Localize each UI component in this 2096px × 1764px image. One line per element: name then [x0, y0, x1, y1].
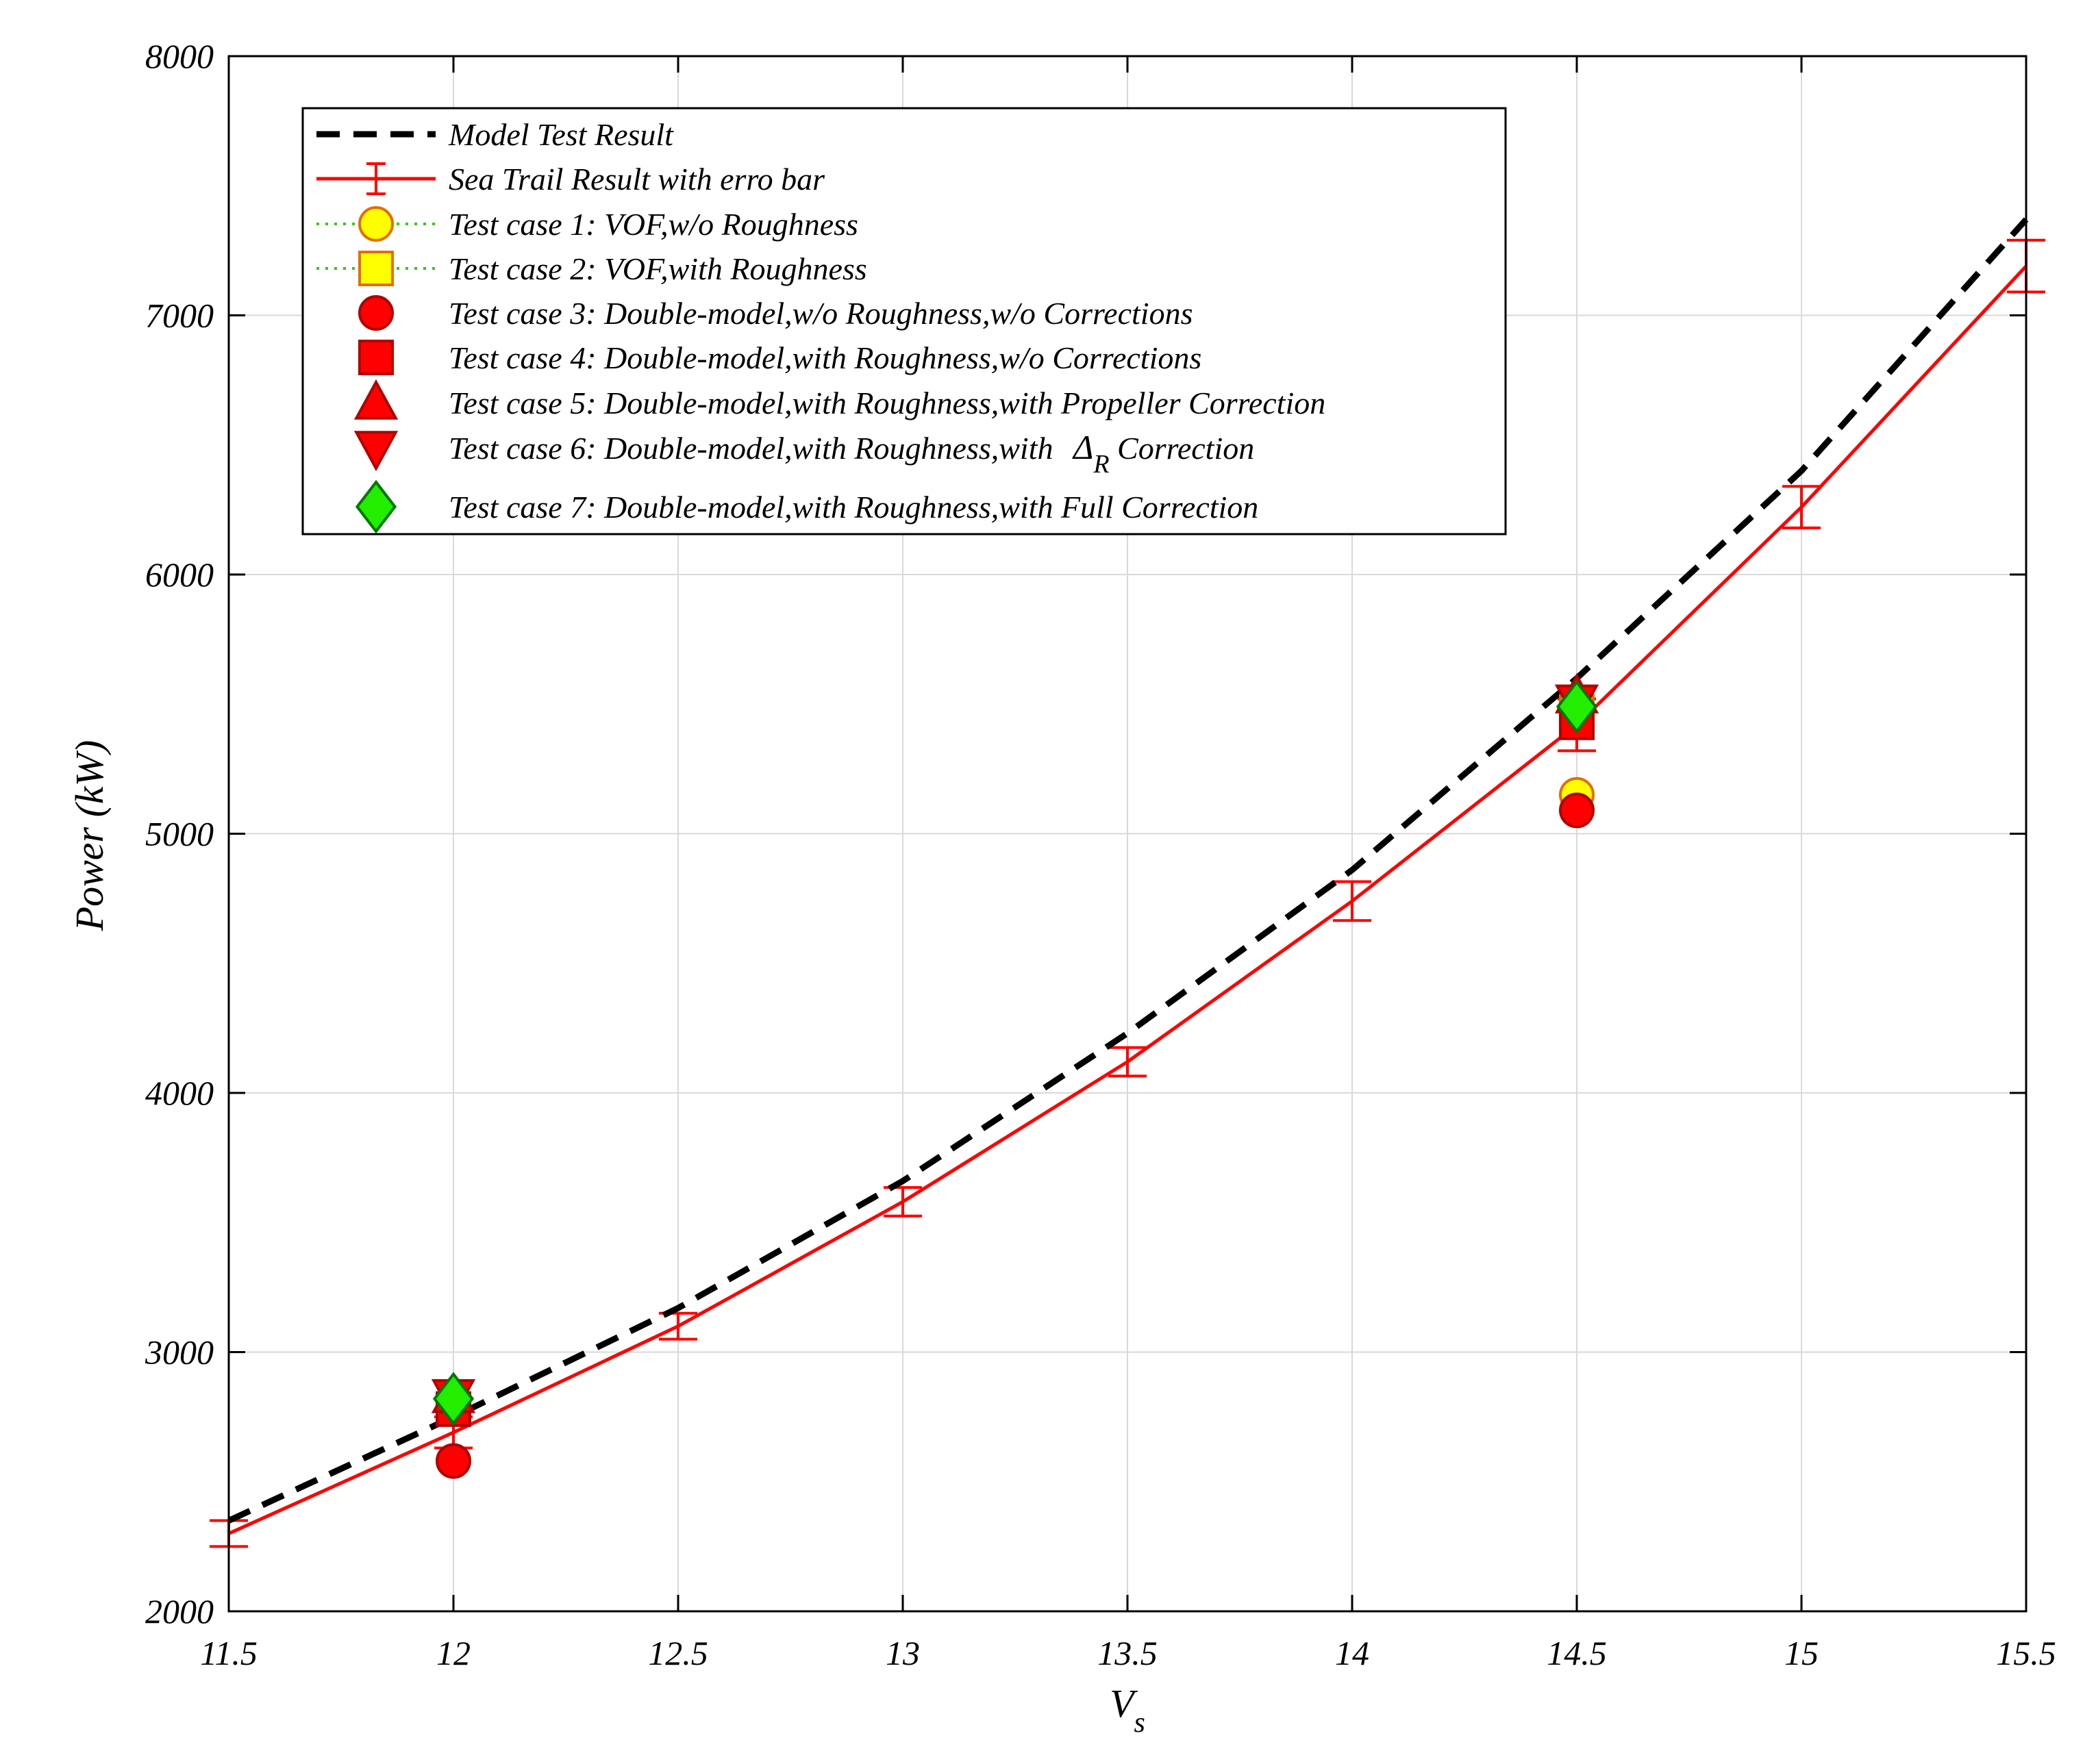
- legend-entry-5: Test case 4: Double-model,with Roughness…: [358, 340, 1201, 375]
- legend-label: Test case 3: Double-model,w/o Roughness,…: [449, 296, 1193, 331]
- x-tick-label: 12.5: [648, 1634, 708, 1672]
- y-tick-label: 6000: [145, 555, 214, 594]
- legend-label-text: Test case 6: Double-model,with Roughness…: [449, 431, 1061, 466]
- legend-label: Test case 4: Double-model,with Roughness…: [449, 340, 1201, 375]
- legend-label: Test case 7: Double-model,with Roughness…: [449, 490, 1258, 525]
- legend-label-text: Test case 1: VOF,w/o Roughness: [449, 207, 858, 242]
- legend-label-text: Test case 7: Double-model,with Roughness…: [449, 490, 1258, 525]
- test-case-3-marker: [436, 1443, 471, 1479]
- legend-label-text: Sea Trail Result with erro bar: [449, 162, 825, 197]
- x-tick-label: 11.5: [200, 1634, 258, 1672]
- y-tick-label: 3000: [145, 1333, 214, 1372]
- legend-box: [301, 107, 1507, 536]
- legend-entries: Model Test Result Sea Trail Result with e…: [316, 117, 1325, 534]
- legend-marker-triangle-up: [353, 379, 399, 420]
- x-tick-label: 15: [1784, 1634, 1819, 1672]
- legend-label: Sea Trail Result with erro bar: [449, 162, 825, 197]
- legend-delta-subscript: R: [1093, 450, 1109, 479]
- legend-label-text: Model Test Result: [448, 117, 674, 152]
- y-tick-label: 7000: [145, 297, 214, 335]
- legend-label: Test case 1: VOF,w/o Roughness: [449, 207, 858, 242]
- legend-marker-circle: [358, 206, 394, 242]
- legend-label: Model Test Result: [448, 117, 674, 152]
- legend: Model Test Result Sea Trail Result with e…: [301, 107, 1507, 536]
- series-layer: [210, 217, 2045, 1548]
- y-tick-label: 8000: [145, 37, 214, 75]
- error-bar: [1782, 485, 1821, 529]
- x-axis-label-subscript: s: [1134, 1707, 1145, 1739]
- legend-entry-6: Test case 5: Double-model,with Roughness…: [353, 379, 1325, 420]
- legend-label-text: Test case 5: Double-model,with Roughness…: [449, 386, 1325, 420]
- test-case-3-marker: [1559, 792, 1595, 829]
- legend-marker-circle: [358, 295, 394, 331]
- legend-label-text: Test case 2: VOF,with Roughness: [449, 251, 867, 286]
- x-tick-label: 14: [1335, 1634, 1369, 1672]
- x-tick-label: 14.5: [1547, 1634, 1607, 1672]
- legend-label: Test case 2: VOF,with Roughness: [449, 251, 867, 286]
- y-tick-label: 4000: [145, 1074, 214, 1112]
- legend-entry-0: Model Test Result: [316, 117, 674, 152]
- tick-labels: 11.5 12 12.5 13 13.5 14 14.5 15 15.5 2000 3000 4000…: [145, 37, 2056, 1672]
- x-tick-label: 13: [886, 1634, 920, 1672]
- test-case-7-marker: [1556, 679, 1598, 734]
- x-axis-label-main: V: [1110, 1681, 1138, 1726]
- legend-marker-triangle-down: [353, 431, 399, 472]
- legend-label-text: Test case 4: Double-model,with Roughness…: [449, 340, 1201, 375]
- legend-label: Test case 5: Double-model,with Roughness…: [449, 386, 1325, 420]
- legend-label-suffix: Correction: [1110, 431, 1255, 466]
- y-axis-label: Power (kW): [67, 740, 112, 932]
- legend-entry-8: Test case 7: Double-model,with Roughness…: [355, 479, 1258, 534]
- legend-delta-symbol: Δ: [1072, 428, 1093, 466]
- legend-marker-square: [358, 251, 394, 286]
- x-tick-label: 12: [436, 1634, 471, 1672]
- test-case-7-marker: [432, 1372, 475, 1426]
- x-axis-label: Vs: [1110, 1681, 1145, 1739]
- x-tick-label: 15.5: [1996, 1634, 2056, 1672]
- legend-entry-2: Test case 1: VOF,w/o Roughness: [316, 206, 858, 242]
- error-bar: [1333, 880, 1371, 922]
- legend-entry-4: Test case 3: Double-model,w/o Roughness,…: [358, 295, 1193, 331]
- error-bar: [1108, 1046, 1147, 1078]
- legend-entry-7: Test case 6: Double-model,with Roughness…: [353, 428, 1254, 479]
- legend-marker-square: [358, 340, 394, 375]
- legend-label-text: Test case 3: Double-model,w/o Roughness,…: [449, 296, 1193, 331]
- axis-ticks: [227, 55, 2028, 1613]
- legend-label: Test case 6: Double-model,with Roughness…: [449, 428, 1254, 479]
- y-tick-label: 2000: [145, 1592, 214, 1630]
- legend-entry-3: Test case 2: VOF,with Roughness: [316, 251, 867, 286]
- legend-marker-diamond: [355, 479, 397, 534]
- x-tick-label: 13.5: [1097, 1634, 1158, 1672]
- legend-entry-1: Sea Trail Result with erro bar: [316, 162, 825, 197]
- y-tick-label: 5000: [145, 815, 214, 853]
